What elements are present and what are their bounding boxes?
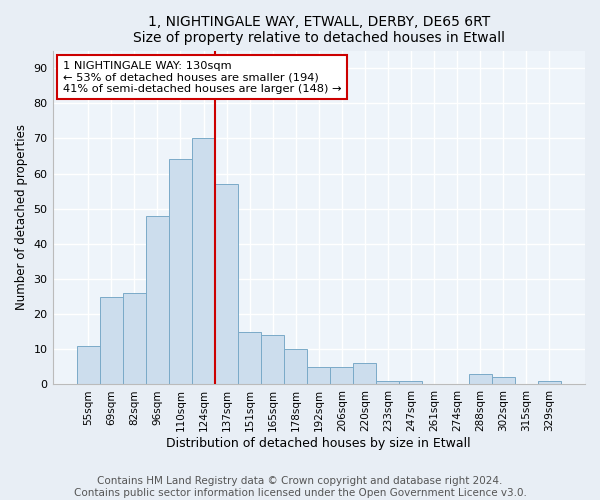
- Bar: [469, 374, 491, 384]
- Bar: [376, 381, 400, 384]
- Bar: [192, 138, 215, 384]
- Bar: [215, 184, 238, 384]
- Bar: [100, 296, 123, 384]
- Y-axis label: Number of detached properties: Number of detached properties: [15, 124, 28, 310]
- Bar: [400, 381, 422, 384]
- Bar: [284, 350, 307, 384]
- Bar: [491, 378, 515, 384]
- X-axis label: Distribution of detached houses by size in Etwall: Distribution of detached houses by size …: [166, 437, 471, 450]
- Title: 1, NIGHTINGALE WAY, ETWALL, DERBY, DE65 6RT
Size of property relative to detache: 1, NIGHTINGALE WAY, ETWALL, DERBY, DE65 …: [133, 15, 505, 45]
- Bar: [261, 335, 284, 384]
- Bar: [146, 216, 169, 384]
- Text: 1 NIGHTINGALE WAY: 130sqm
← 53% of detached houses are smaller (194)
41% of semi: 1 NIGHTINGALE WAY: 130sqm ← 53% of detac…: [63, 60, 341, 94]
- Bar: [169, 160, 192, 384]
- Bar: [330, 367, 353, 384]
- Bar: [123, 293, 146, 384]
- Text: Contains HM Land Registry data © Crown copyright and database right 2024.
Contai: Contains HM Land Registry data © Crown c…: [74, 476, 526, 498]
- Bar: [307, 367, 330, 384]
- Bar: [353, 364, 376, 384]
- Bar: [77, 346, 100, 385]
- Bar: [238, 332, 261, 384]
- Bar: [538, 381, 561, 384]
